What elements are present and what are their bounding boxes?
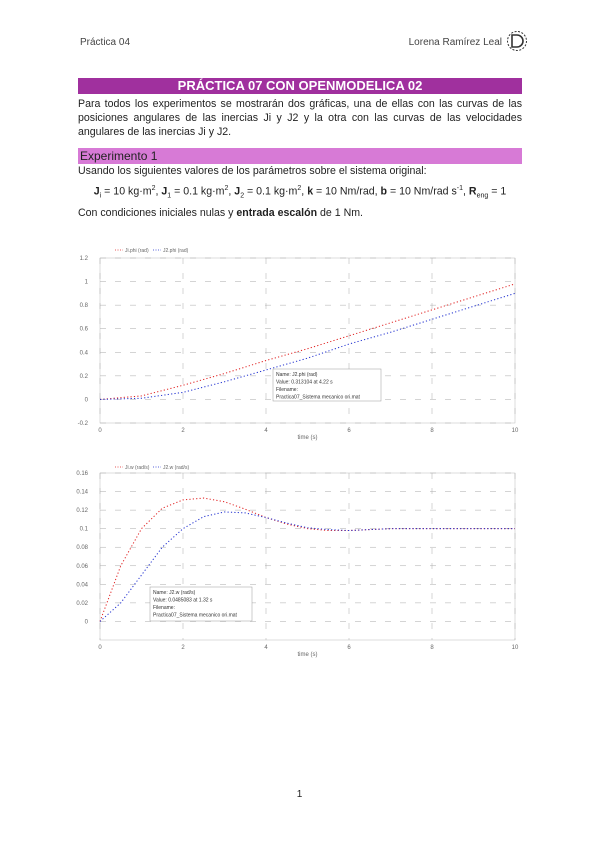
x-tick-label: 2 [181, 428, 185, 434]
plot-area [99, 257, 516, 424]
tooltip-line: Value: 0.313104 at 4.22 s [276, 380, 333, 386]
x-tick-label: 8 [430, 645, 434, 651]
param-subscript: 2 [240, 192, 245, 200]
param-subscript: eng [476, 192, 489, 200]
tooltip-line: Filename: [153, 605, 175, 611]
param-text: = 10 Nm/rad, [313, 185, 381, 198]
header-left: Práctica 04 [80, 37, 131, 48]
tooltip-line: Filename: [276, 387, 298, 393]
param-symbol: k [307, 185, 314, 198]
param-subscript: i [99, 192, 102, 200]
y-tick-label: 0.02 [76, 601, 88, 607]
data-line [99, 292, 516, 400]
param-text: = 0.1 kg·m [171, 185, 225, 198]
intro: Para todos los experimentos se mostrarán… [78, 98, 522, 138]
x-tick-label: 0 [98, 428, 102, 434]
param-superscript: -1 [456, 185, 464, 192]
data-line [99, 283, 516, 400]
legend-label: J2.w (rad/s) [163, 465, 189, 471]
param-subscript: 1 [167, 192, 172, 200]
y-tick-label: 0.16 [76, 471, 88, 477]
section-heading: Experimento 1 [78, 148, 522, 164]
param-separator: , [228, 185, 235, 198]
param-symbol: J [93, 185, 100, 198]
tooltip-line: Practica07_Sistema mecanico ori.mat [276, 395, 361, 401]
param-symbol: b [380, 185, 387, 198]
param-text: = 0.1 kg·m [244, 185, 298, 198]
x-axis-label: time (s) [298, 652, 318, 658]
param-symbol: J [161, 185, 168, 198]
y-tick-label: 0.06 [76, 564, 88, 570]
header-right: Lorena Ramírez Leal [408, 37, 502, 48]
legend-label: Ji.phi (rad) [125, 248, 149, 254]
param-text: = 1 [488, 185, 507, 198]
y-tick-label: 1 [85, 280, 89, 286]
y-tick-label: 0.8 [80, 303, 89, 309]
x-tick-label: 10 [512, 428, 519, 434]
y-tick-label: 0.4 [80, 350, 89, 356]
tooltip-line: Practica07_Sistema mecanico ori.mat [153, 613, 238, 619]
parameters: Ji = 10 kg·m2, J1 = 0.1 kg·m2, J2 = 0.1 … [78, 185, 522, 200]
param-text: = 10 Nm/rad s [387, 185, 457, 198]
param-superscript: 2 [151, 185, 156, 192]
y-tick-label: 0 [85, 619, 89, 625]
y-tick-label: 0.12 [76, 508, 88, 514]
param-symbol: J [234, 185, 241, 198]
x-tick-label: 6 [347, 645, 351, 651]
x-tick-label: 4 [264, 428, 268, 434]
title: PRÁCTICA 07 CON OPENMODELICA 02 [78, 78, 522, 94]
param-symbol: R [468, 185, 477, 198]
y-tick-label: 1.2 [80, 256, 89, 262]
param-separator: , [463, 185, 469, 198]
data-line [99, 511, 515, 622]
y-tick-label: 0 [85, 397, 89, 403]
y-tick-label: 0.14 [76, 490, 88, 496]
x-axis-label: time (s) [298, 435, 318, 441]
text: de 1 Nm. [317, 207, 364, 219]
y-tick-label: 0.08 [76, 545, 88, 551]
section-text: Experimento 1 [80, 149, 158, 163]
conditions: Con condiciones iniciales nulas y entrad… [78, 207, 363, 219]
y-tick-label: 0.04 [76, 582, 88, 588]
param-separator: , [301, 185, 308, 198]
param-superscript: 2 [224, 185, 229, 192]
tooltip [149, 586, 253, 622]
plot-area [99, 472, 516, 641]
x-tick-label: 2 [181, 645, 185, 651]
param-superscript: 2 [297, 185, 302, 192]
param-text: = 10 kg·m [101, 185, 152, 198]
param-separator: , [155, 185, 162, 198]
tooltip-line: Name: J2.w (rad/s) [153, 590, 196, 596]
y-tick-label: 0.1 [80, 527, 89, 533]
tooltip-line: Value: 0.0485083 at 1.32 s [153, 598, 213, 604]
x-tick-label: 4 [264, 645, 268, 651]
y-tick-label: 0.2 [80, 374, 89, 380]
text: Con condiciones iniciales nulas y [78, 207, 237, 219]
bold-text: entrada escalón [236, 207, 318, 219]
x-tick-label: 10 [512, 645, 519, 651]
legend-label: J2.phi (rad) [163, 248, 189, 254]
legend-label: Ji.w (rad/s) [125, 465, 150, 471]
tooltip [272, 368, 382, 402]
page-number: 1 [296, 789, 303, 800]
usage: Usando los siguientes valores de los par… [78, 165, 427, 177]
tooltip-line: Name: J2.phi (rad) [276, 372, 318, 378]
logo [507, 31, 527, 51]
y-tick-label: -0.2 [78, 421, 89, 427]
x-tick-label: 8 [430, 428, 434, 434]
x-tick-label: 0 [98, 645, 102, 651]
y-tick-label: 0.6 [80, 327, 89, 333]
x-tick-label: 6 [347, 428, 351, 434]
